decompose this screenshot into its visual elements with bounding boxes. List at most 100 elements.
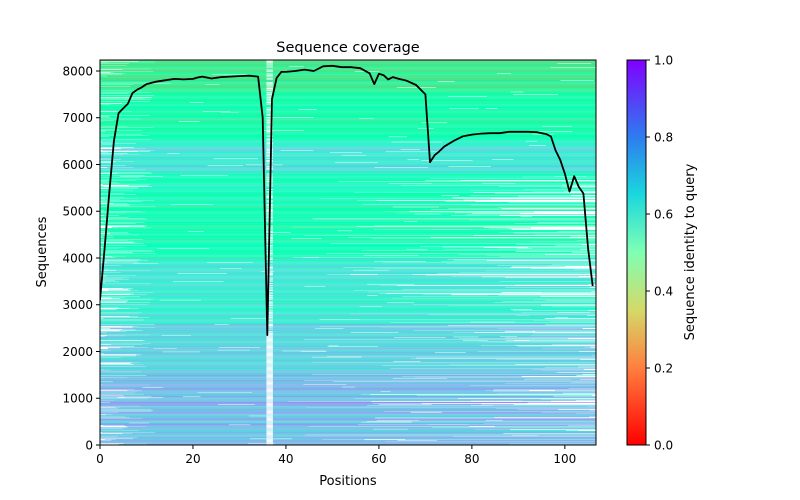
heatmap-gap (266, 113, 273, 115)
heatmap-row (110, 369, 542, 371)
heatmap-row (127, 231, 596, 233)
heatmap-row (100, 351, 596, 353)
heatmap-row (100, 171, 596, 173)
heatmap-row (132, 433, 504, 434)
heatmap-gap (266, 428, 273, 430)
heatmap-row (128, 279, 596, 280)
heatmap-gap (266, 413, 273, 415)
heatmap-row (100, 250, 361, 252)
heatmap-gap (266, 86, 273, 88)
heatmap-gap (266, 362, 273, 363)
heatmap-row (138, 326, 596, 327)
heatmap-gap (266, 293, 273, 294)
heatmap-row (100, 64, 596, 66)
heatmap-row (100, 159, 596, 161)
heatmap-row (100, 344, 481, 346)
heatmap-row (123, 443, 596, 444)
heatmap-row (100, 74, 596, 75)
heatmap-row (100, 96, 596, 98)
heatmap-gap (447, 95, 488, 97)
heatmap-gap (266, 79, 273, 81)
heatmap-row (100, 210, 596, 211)
heatmap-gap (266, 82, 273, 84)
heatmap-gap (266, 94, 273, 96)
heatmap-gap (266, 425, 273, 427)
heatmap-row (101, 200, 446, 202)
heatmap-row (100, 283, 596, 285)
heatmap-row (102, 236, 571, 238)
heatmap-gap (266, 394, 273, 396)
heatmap-gap (266, 307, 273, 309)
heatmap-gap (266, 339, 273, 341)
heatmap-row (100, 422, 596, 424)
heatmap-gap (266, 437, 273, 439)
heatmap-gap (266, 142, 273, 144)
heatmap-gap (142, 387, 164, 388)
heatmap-gap (266, 422, 273, 423)
heatmap-gap (107, 204, 130, 206)
heatmap-row (143, 394, 361, 396)
heatmap-row (100, 220, 596, 222)
heatmap-gap (266, 364, 273, 365)
heatmap-row (109, 186, 572, 188)
heatmap-gap (289, 66, 304, 67)
heatmap-row (100, 321, 551, 323)
heatmap-gap (266, 368, 273, 369)
heatmap-row (130, 85, 596, 87)
heatmap-row (100, 79, 596, 81)
heatmap-row (127, 202, 596, 204)
heatmap-gap (266, 138, 273, 139)
heatmap-gap (266, 61, 273, 62)
heatmap-row (100, 421, 596, 423)
heatmap-gap (557, 311, 590, 313)
heatmap-gap (266, 289, 273, 290)
heatmap-gap (266, 336, 273, 338)
heatmap-row (100, 63, 596, 65)
heatmap-row (127, 390, 486, 391)
heatmap-row (115, 257, 293, 259)
heatmap-gap (266, 341, 273, 343)
heatmap-row (100, 401, 289, 403)
heatmap-gap (266, 423, 273, 425)
heatmap-gap (266, 315, 273, 317)
heatmap-row (100, 105, 596, 107)
heatmap-row (132, 251, 596, 253)
heatmap-row (133, 363, 596, 365)
heatmap-row (100, 248, 581, 250)
heatmap-row (142, 238, 586, 240)
heatmap-gap (421, 402, 473, 404)
heatmap-row (100, 112, 596, 114)
heatmap-gap (170, 204, 214, 205)
heatmap-gap (159, 299, 201, 301)
heatmap-gap (266, 416, 273, 418)
heatmap-row (100, 442, 596, 443)
heatmap-row (153, 298, 596, 300)
heatmap-gap (266, 412, 273, 414)
heatmap-row (152, 173, 596, 175)
heatmap-row (100, 124, 596, 125)
heatmap-gap (266, 87, 273, 89)
heatmap-row (101, 245, 596, 247)
heatmap-row (155, 431, 596, 433)
heatmap-row (100, 112, 596, 113)
heatmap-row (120, 298, 596, 299)
heatmap-row (100, 128, 596, 130)
heatmap-row (100, 302, 596, 304)
heatmap-gap (214, 323, 229, 325)
heatmap-row (100, 241, 532, 243)
heatmap-row (100, 433, 306, 435)
heatmap-row (100, 384, 596, 385)
heatmap-row (109, 115, 596, 117)
heatmap-gap (260, 271, 275, 272)
heatmap-row (100, 435, 596, 436)
heatmap-row (132, 84, 596, 85)
heatmap-row (152, 97, 596, 99)
heatmap-gap (266, 272, 273, 274)
heatmap-row (127, 300, 546, 302)
heatmap-gap (266, 373, 273, 375)
heatmap-row (100, 145, 596, 146)
heatmap-row (100, 420, 596, 422)
heatmap-row (100, 416, 590, 418)
heatmap-row (100, 193, 495, 195)
y-tick-label: 4000 (62, 251, 93, 265)
